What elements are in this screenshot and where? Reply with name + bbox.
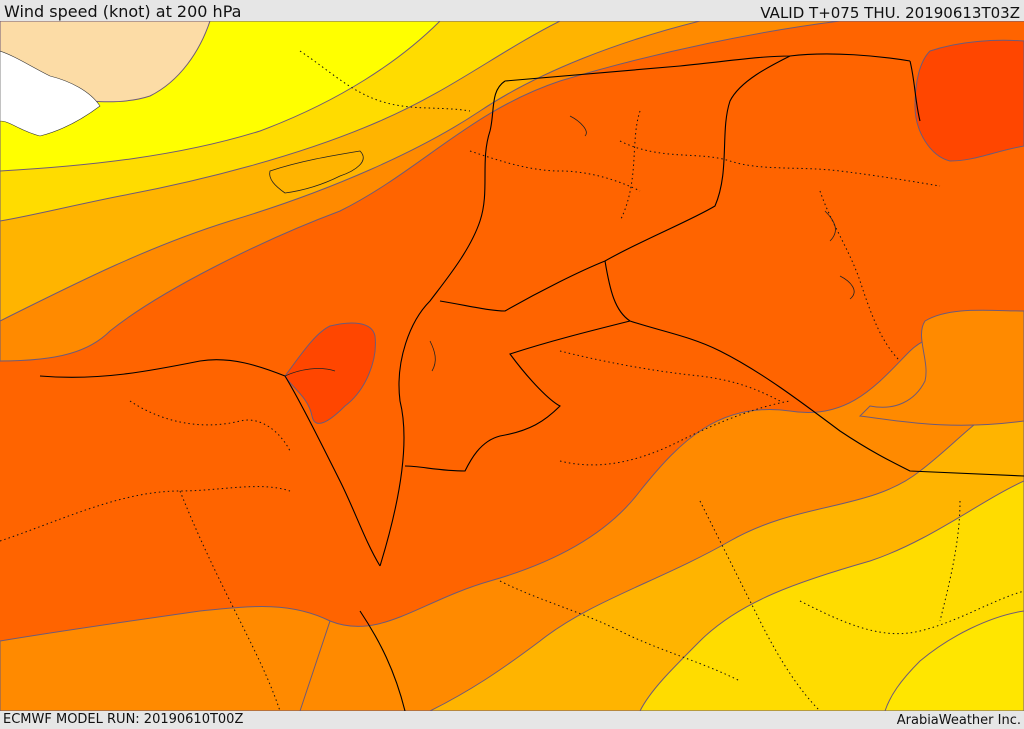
maximum-red-orange-northeast	[914, 39, 1024, 162]
wind-speed-map	[0, 21, 1024, 711]
credit-label: ArabiaWeather Inc.	[896, 713, 1021, 728]
band-orange-east	[858, 309, 1024, 426]
model-run-label: ECMWF MODEL RUN: 20190610T00Z	[3, 712, 244, 727]
map-footer: ECMWF MODEL RUN: 20190610T00Z ArabiaWeat…	[0, 711, 1024, 729]
band-orange-southwest	[0, 606, 331, 711]
province-boundaries	[0, 50, 1024, 711]
valid-time-label: VALID T+075 THU. 20190613T03Z	[760, 4, 1020, 22]
coastlines	[269, 115, 855, 377]
maximum-red-orange-sinai	[284, 322, 376, 424]
sea-white-patch	[0, 50, 101, 137]
map-title: Wind speed (knot) at 200 hPa	[4, 2, 242, 21]
map-header: Wind speed (knot) at 200 hPa VALID T+075…	[0, 0, 1024, 21]
band-gold-southeast	[639, 480, 1024, 711]
band-yellow-southeast	[884, 610, 1024, 711]
country-borders	[39, 53, 1024, 711]
